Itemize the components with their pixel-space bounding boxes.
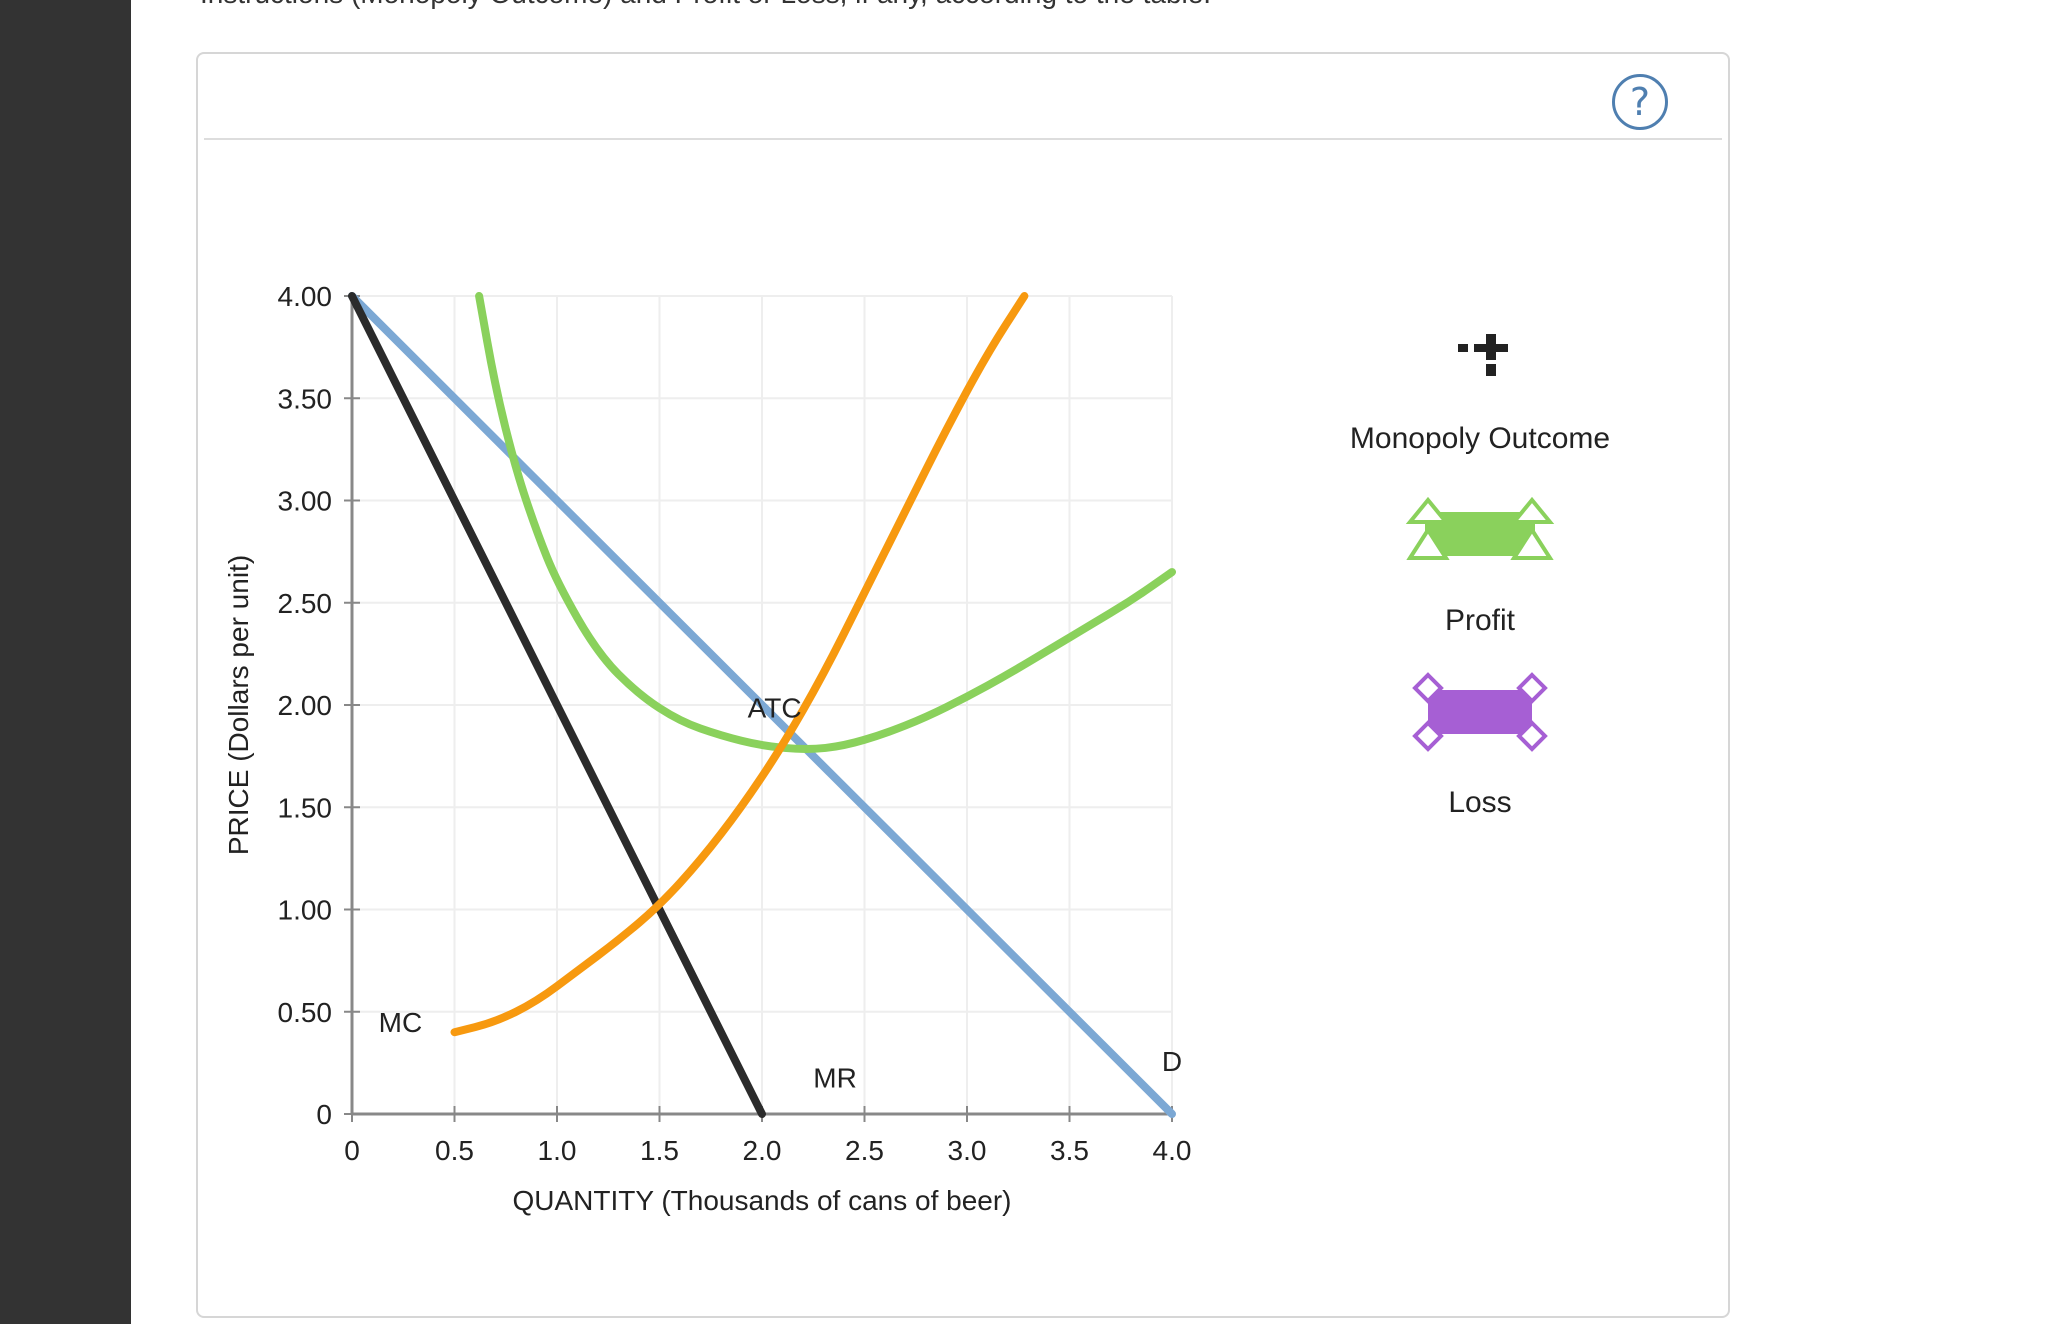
y-tick-label: 1.50 — [278, 792, 333, 823]
x-tick-label: 4.0 — [1153, 1135, 1192, 1166]
y-tick-label: 1.00 — [278, 895, 333, 926]
palette-label-loss: Loss — [1448, 786, 1511, 819]
x-tick-label: 1.0 — [538, 1135, 577, 1166]
crosshair-plus-icon[interactable] — [1458, 334, 1508, 376]
palette-label-monopoly: Monopoly Outcome — [1350, 422, 1610, 455]
profit-handle-triangle — [1406, 526, 1450, 560]
help-button[interactable]: ? — [1612, 74, 1668, 130]
y-tick-label: 0.50 — [278, 997, 333, 1028]
x-tick-label: 3.5 — [1050, 1135, 1089, 1166]
y-tick-label: 0 — [316, 1099, 332, 1130]
loss-handle-diamond — [1412, 672, 1444, 704]
x-axis-title: QUANTITY (Thousands of cans of beer) — [512, 1185, 1011, 1216]
x-tick-label: 2.0 — [743, 1135, 782, 1166]
palette-label-profit: Profit — [1445, 604, 1516, 637]
left-sidebar-strip — [0, 0, 131, 1324]
y-tick-label: 4.00 — [278, 281, 333, 312]
crosshair-segment — [1474, 344, 1508, 352]
green-rectangle-triangles-icon[interactable] — [1405, 496, 1555, 560]
instruction-text: Instructions (Monopoly Outcome) and Prof… — [200, 0, 1211, 10]
y-tick-label: 2.00 — [278, 690, 333, 721]
panel-divider — [204, 138, 1722, 140]
curve-label-mc: MC — [379, 1007, 423, 1038]
help-icon: ? — [1629, 80, 1651, 124]
y-tick-label: 3.00 — [278, 486, 333, 517]
y-tick-label: 2.50 — [278, 588, 333, 619]
curve-label-d: D — [1162, 1046, 1182, 1077]
purple-rectangle-diamonds-icon[interactable] — [1412, 672, 1548, 752]
crosshair-segment — [1486, 364, 1496, 376]
loss-rectangle — [1428, 690, 1532, 734]
loss-handle-diamond — [1516, 672, 1548, 704]
profit-handle-triangle — [1405, 496, 1451, 524]
x-tick-label: 0.5 — [435, 1135, 474, 1166]
curve-label-atc: ATC — [748, 692, 802, 723]
loss-handle-diamond — [1516, 720, 1548, 752]
x-tick-label: 2.5 — [845, 1135, 884, 1166]
y-axis-title: PRICE (Dollars per unit) — [223, 555, 254, 855]
graph-panel: ? — [196, 52, 1730, 1318]
profit-handle-triangle — [1509, 496, 1555, 524]
loss-handle-diamond — [1412, 720, 1444, 752]
curve-mc[interactable] — [450, 292, 1029, 1037]
x-tick-label: 1.5 — [640, 1135, 679, 1166]
curve-label-mr: MR — [813, 1062, 857, 1093]
x-tick-label: 0 — [344, 1135, 360, 1166]
y-tick-label: 3.50 — [278, 383, 333, 414]
profit-handle-triangle — [1510, 526, 1554, 560]
curve-atc[interactable] — [475, 292, 1176, 753]
x-tick-label: 3.0 — [948, 1135, 987, 1166]
curve-d[interactable] — [348, 292, 1176, 1118]
crosshair-segment — [1458, 344, 1468, 352]
curve-mr[interactable] — [348, 292, 766, 1118]
